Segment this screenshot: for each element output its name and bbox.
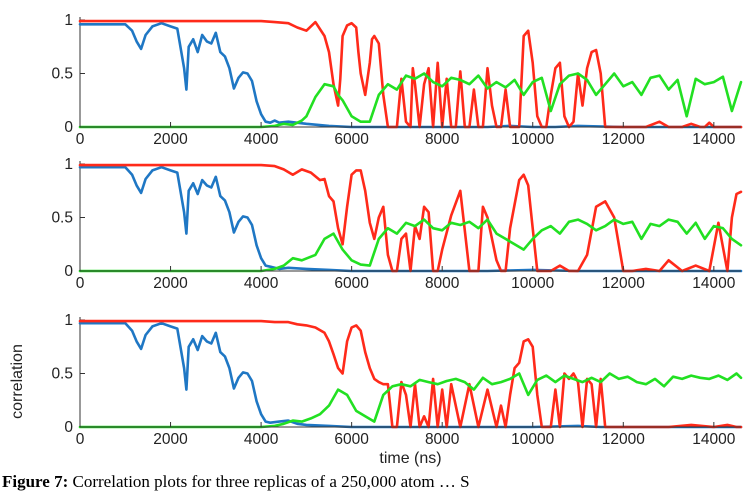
x-tick-label: 14000 bbox=[692, 131, 735, 148]
y-tick-label: 0 bbox=[64, 263, 73, 280]
x-tick-label: 12000 bbox=[602, 431, 645, 448]
x-tick-label: 8000 bbox=[425, 431, 460, 448]
x-tick-label: 12000 bbox=[602, 275, 645, 292]
series-green-line bbox=[78, 218, 743, 273]
y-tick-label: 1 bbox=[64, 156, 73, 173]
x-tick-label: 10000 bbox=[511, 431, 554, 448]
x-tick-label: 6000 bbox=[334, 431, 369, 448]
x-tick-label: 4000 bbox=[244, 431, 279, 448]
x-tick-label: 14000 bbox=[692, 275, 735, 292]
x-tick-label: 6000 bbox=[334, 275, 369, 292]
y-tick-label: 0 bbox=[64, 119, 73, 136]
figure-caption: Figure 7: Correlation plots for three re… bbox=[2, 472, 750, 492]
y-tick-label: 0.5 bbox=[51, 366, 73, 383]
x-tick-label: 2000 bbox=[153, 131, 188, 148]
y-tick-label: 0.5 bbox=[51, 66, 73, 83]
x-tick-label: 10000 bbox=[511, 275, 554, 292]
x-tick-label: 6000 bbox=[334, 131, 369, 148]
y-tick-label: 0 bbox=[64, 419, 73, 436]
series-blue-line bbox=[78, 165, 743, 273]
x-tick-label: 4000 bbox=[244, 131, 279, 148]
panel-middle: 0 0.5 1 0 2000 4000 6000 8000 10000 12000 14000 bbox=[51, 156, 743, 292]
series-blue-line bbox=[78, 321, 743, 429]
series-red-line bbox=[78, 319, 743, 429]
x-tick-label: 4000 bbox=[244, 275, 279, 292]
x-tick-label: 0 bbox=[76, 275, 85, 292]
y-tick-label: 0.5 bbox=[51, 210, 73, 227]
x-tick-label: 0 bbox=[76, 431, 85, 448]
y-tick-label: 1 bbox=[64, 12, 73, 29]
series-green-line bbox=[78, 372, 743, 429]
x-tick-label: 2000 bbox=[153, 431, 188, 448]
y-axis-label: correlation bbox=[9, 344, 26, 419]
x-tick-label: 8000 bbox=[425, 275, 460, 292]
series-green-line bbox=[78, 72, 743, 129]
panel-bottom: 0 0.5 1 0 2000 4000 6000 8000 10000 12000 14000 cor… bbox=[9, 312, 743, 467]
panel-top: 0 0.5 1 0 2000 4000 6000 8000 10000 12000 14000 bbox=[51, 12, 743, 148]
x-tick-label: 10000 bbox=[511, 131, 554, 148]
x-tick-label: 0 bbox=[76, 131, 85, 148]
x-tick-label: 8000 bbox=[425, 131, 460, 148]
x-tick-label: 12000 bbox=[602, 131, 645, 148]
y-tick-label: 1 bbox=[64, 312, 73, 329]
caption-text: Correlation plots for three replicas of … bbox=[68, 472, 470, 491]
caption-label: Figure 7: bbox=[2, 472, 69, 491]
x-tick-label: 14000 bbox=[692, 431, 735, 448]
x-axis-label: time (ns) bbox=[379, 450, 441, 467]
x-tick-label: 2000 bbox=[153, 275, 188, 292]
